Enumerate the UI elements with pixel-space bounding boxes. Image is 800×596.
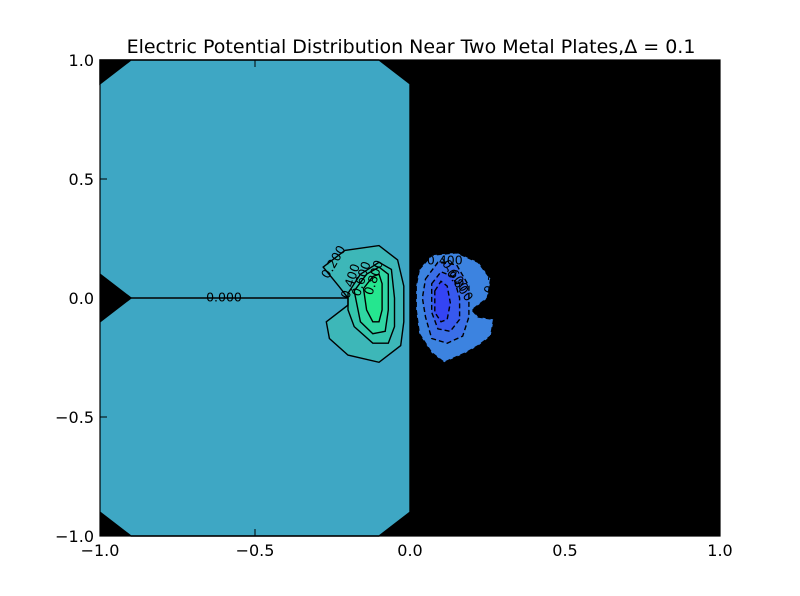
y-tick-label: −1.0 [55, 527, 94, 546]
x-tick-label: 0.0 [397, 541, 422, 560]
contour-pos-0.6 [353, 266, 389, 335]
x-tick-label: −0.5 [236, 541, 275, 560]
y-tick-label: 1.0 [69, 51, 94, 70]
x-tick-label: −1.0 [81, 541, 120, 560]
contour-neg-0.4 [421, 261, 470, 344]
contour-pos-0.4 [347, 261, 396, 344]
contour-neg-0.2 [415, 252, 495, 364]
contour-label-0: 0.000 [206, 290, 242, 305]
axis-ticks: −1.0 −0.5 0.0 0.5 1.0 −1.0 −0.5 0.0 0.5 1.0 [55, 51, 733, 560]
contour-neg-0.8 [434, 280, 452, 323]
contour-neg-0.6 [431, 270, 461, 333]
chart-title: Electric Potential Distribution Near Two… [127, 36, 696, 58]
y-tick-label: 0.5 [69, 170, 94, 189]
fill-region-positive-0.8 [363, 274, 383, 322]
contour-pos-0.8 [362, 273, 383, 323]
fill-region-negative-0.8 [434, 281, 451, 322]
contour-label-5: -0.400 [422, 253, 462, 268]
x-tick-label: 1.0 [707, 541, 732, 560]
y-tick-label: −0.5 [55, 408, 94, 427]
y-tick-label: 0.0 [69, 289, 94, 308]
x-tick-label: 0.5 [552, 541, 577, 560]
